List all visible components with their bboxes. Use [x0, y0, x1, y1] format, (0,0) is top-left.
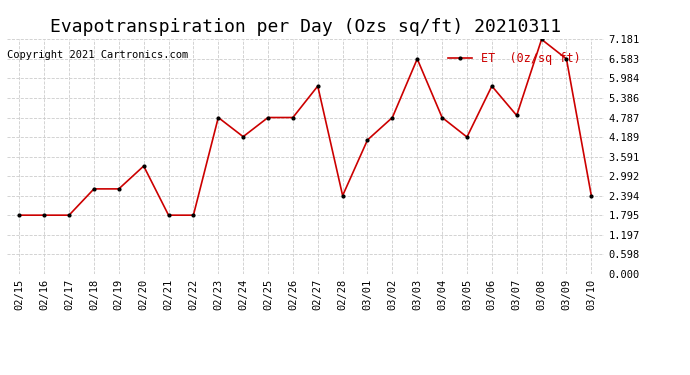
ET  (0z/sq ft): [364, 138, 372, 142]
ET  (0z/sq ft): [463, 135, 471, 139]
ET  (0z/sq ft): [413, 57, 422, 61]
Line: ET  (0z/sq ft): ET (0z/sq ft): [17, 37, 594, 218]
ET  (0z/sq ft): [264, 115, 272, 120]
ET  (0z/sq ft): [513, 113, 521, 118]
ET  (0z/sq ft): [538, 37, 546, 42]
Text: Copyright 2021 Cartronics.com: Copyright 2021 Cartronics.com: [7, 50, 188, 60]
Legend: ET  (0z/sq ft): ET (0z/sq ft): [444, 48, 586, 70]
ET  (0z/sq ft): [115, 187, 123, 191]
ET  (0z/sq ft): [339, 194, 347, 198]
ET  (0z/sq ft): [388, 115, 397, 120]
ET  (0z/sq ft): [214, 115, 222, 120]
ET  (0z/sq ft): [562, 57, 571, 61]
ET  (0z/sq ft): [189, 213, 197, 217]
ET  (0z/sq ft): [164, 213, 172, 217]
ET  (0z/sq ft): [488, 84, 496, 88]
ET  (0z/sq ft): [65, 213, 73, 217]
Title: Evapotranspiration per Day (Ozs sq/ft) 20210311: Evapotranspiration per Day (Ozs sq/ft) 2…: [50, 18, 561, 36]
ET  (0z/sq ft): [15, 213, 23, 217]
ET  (0z/sq ft): [40, 213, 48, 217]
ET  (0z/sq ft): [288, 115, 297, 120]
ET  (0z/sq ft): [314, 84, 322, 88]
ET  (0z/sq ft): [239, 134, 247, 139]
ET  (0z/sq ft): [587, 194, 595, 198]
ET  (0z/sq ft): [438, 115, 446, 120]
ET  (0z/sq ft): [90, 187, 98, 191]
ET  (0z/sq ft): [139, 164, 148, 168]
